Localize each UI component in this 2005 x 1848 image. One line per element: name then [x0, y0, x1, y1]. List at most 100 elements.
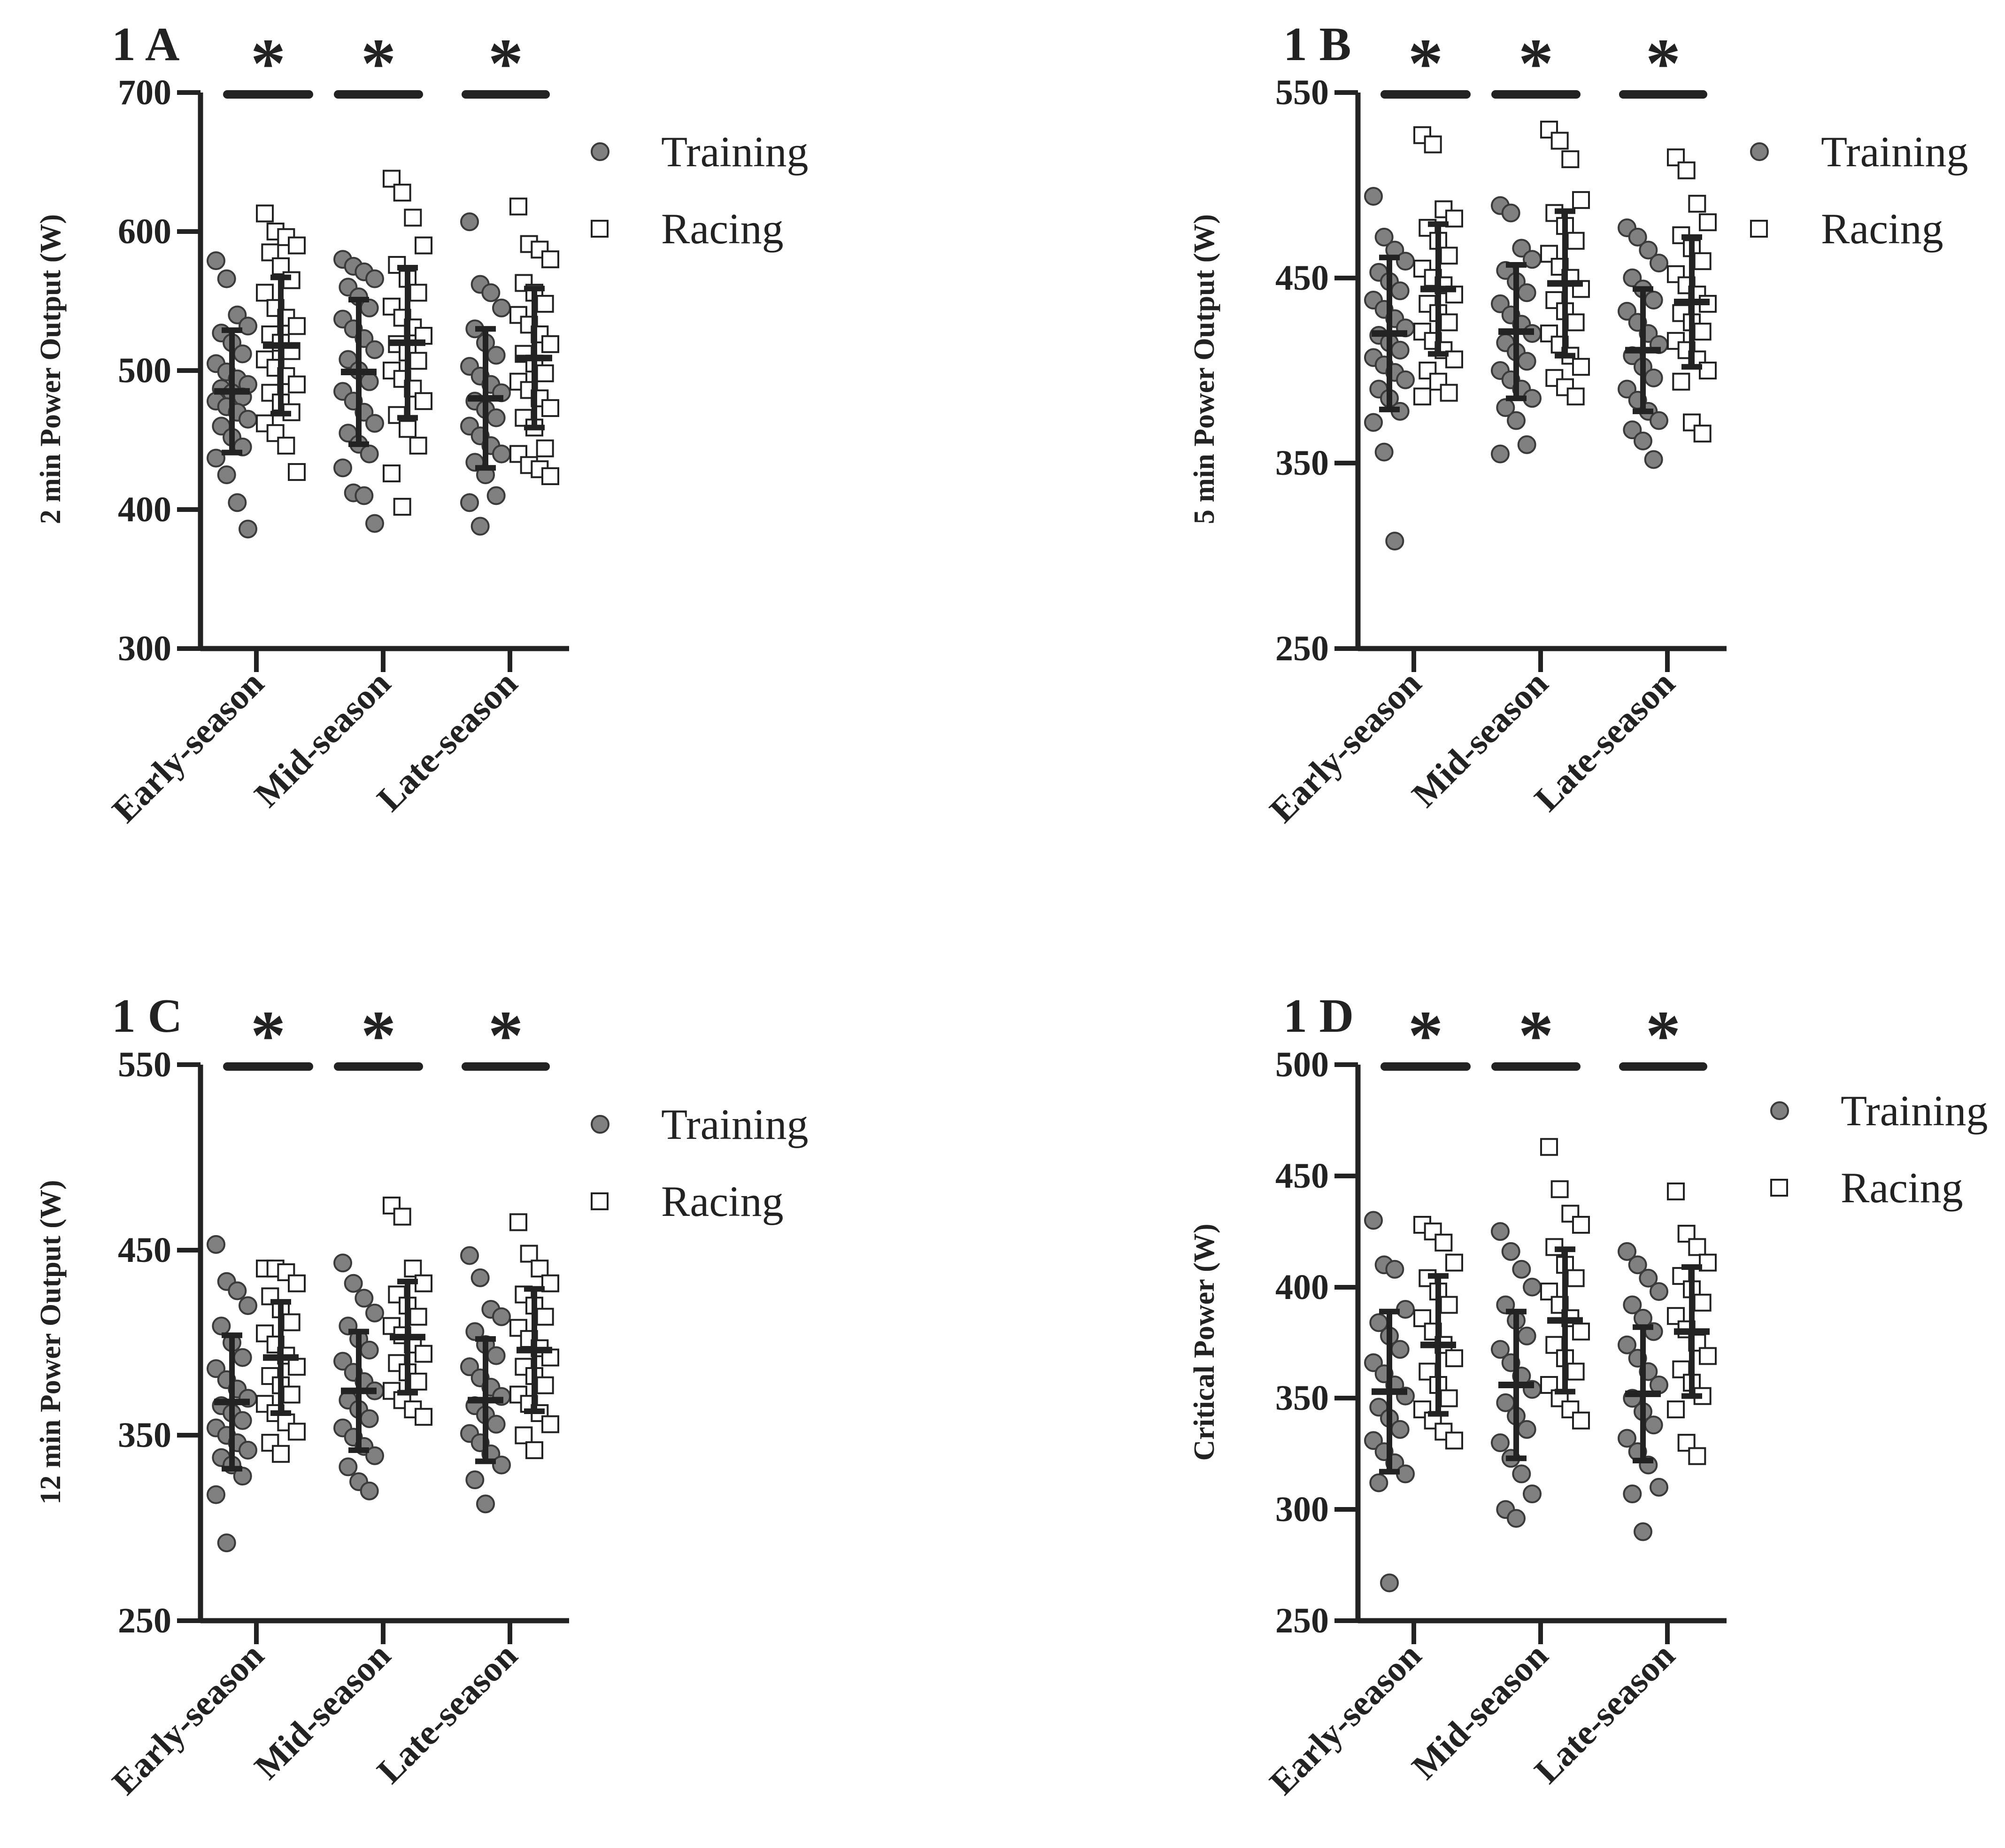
training-point	[217, 465, 236, 484]
significance-star: *	[251, 24, 286, 102]
racing-point	[409, 352, 427, 370]
racing-point	[1413, 387, 1431, 406]
data-series	[207, 170, 559, 539]
racing-point	[282, 1313, 301, 1331]
racing-point	[415, 236, 432, 255]
racing-point	[1434, 1233, 1453, 1252]
significance-star: *	[488, 24, 524, 102]
racing-point	[404, 1260, 422, 1278]
racing-point	[1445, 350, 1463, 369]
training-point	[1634, 1522, 1652, 1541]
racing-point	[1572, 1411, 1590, 1430]
training-point	[1618, 379, 1636, 399]
training-point	[1644, 291, 1663, 310]
racing-point	[1693, 252, 1712, 271]
training-point	[486, 346, 506, 365]
training-point	[239, 317, 257, 336]
training-point	[344, 1274, 363, 1293]
racing-point	[288, 375, 306, 394]
racing-point	[1566, 1269, 1585, 1287]
training-point	[365, 1446, 384, 1465]
training-point	[333, 1253, 352, 1273]
training-point	[470, 517, 490, 536]
training-point	[1628, 1255, 1647, 1275]
training-point	[1623, 1295, 1642, 1314]
x-tick-label: Early-season	[105, 664, 271, 830]
racing-point	[256, 204, 274, 223]
training-point	[492, 444, 511, 464]
racing-point	[1699, 213, 1717, 232]
legend: Training Racing	[1770, 1087, 1988, 1212]
racing-point	[1677, 161, 1696, 179]
racing-point	[1566, 313, 1585, 332]
training-point	[207, 251, 225, 271]
training-point	[460, 1357, 479, 1376]
legend-training-marker	[591, 1115, 609, 1134]
training-point	[1517, 435, 1536, 454]
racing-point	[383, 464, 401, 483]
training-point	[460, 212, 479, 232]
racing-point	[1550, 1180, 1569, 1198]
racing-point	[536, 364, 554, 382]
training-point	[228, 1281, 247, 1300]
training-point	[239, 1296, 257, 1315]
training-point	[1390, 1420, 1410, 1439]
training-point	[365, 340, 384, 359]
training-point	[1364, 413, 1383, 432]
legend-training-label: Training	[1821, 128, 1968, 176]
training-point	[333, 1352, 352, 1371]
training-point	[217, 269, 236, 288]
data-series	[1364, 120, 1717, 551]
panel-1c: 1 C 12 min Power Output (W) 250 350 450 …	[35, 990, 809, 1802]
training-point	[1364, 1211, 1383, 1230]
training-point	[486, 1415, 506, 1434]
significance-markers: * * *	[1380, 24, 1707, 102]
racing-point	[541, 1415, 559, 1433]
training-point	[239, 410, 257, 429]
training-point	[1512, 1260, 1531, 1279]
racing-point	[1540, 1138, 1558, 1156]
racing-point	[1572, 1322, 1590, 1341]
racing-point	[288, 1358, 306, 1376]
training-point	[1385, 532, 1404, 551]
training-point	[1491, 1222, 1510, 1241]
racing-point	[1667, 1400, 1685, 1419]
racing-point	[509, 1213, 527, 1231]
training-point	[1390, 281, 1410, 301]
racing-point	[393, 184, 411, 202]
racing-point	[288, 317, 306, 335]
racing-point	[541, 399, 559, 417]
training-point	[239, 519, 257, 539]
legend-training-marker	[591, 142, 609, 161]
racing-point	[1445, 1349, 1463, 1368]
data-series	[1364, 1138, 1717, 1593]
legend-racing-marker	[1770, 1179, 1788, 1197]
y-ticks: 250 300 350 400 450 500	[1275, 1045, 1358, 1640]
racing-point	[288, 236, 306, 255]
racing-point	[1693, 323, 1712, 341]
racing-point	[520, 1245, 538, 1263]
training-point	[1374, 227, 1394, 247]
training-point	[481, 283, 501, 302]
training-point	[486, 1346, 506, 1365]
training-point	[1650, 1282, 1668, 1301]
training-point	[212, 1316, 231, 1336]
y-tick-label: 500	[118, 351, 171, 390]
racing-point	[536, 294, 554, 313]
racing-point	[515, 1426, 533, 1445]
y-tick-label: 700	[118, 73, 171, 112]
training-point	[1364, 187, 1383, 206]
training-point	[1650, 411, 1668, 430]
training-point	[465, 1322, 485, 1341]
racing-point	[409, 1372, 427, 1391]
racing-point	[1440, 384, 1458, 402]
training-point	[1501, 1242, 1520, 1261]
training-point	[1618, 1242, 1636, 1261]
training-point	[1369, 1473, 1388, 1492]
racing-point	[399, 420, 416, 438]
racing-point	[536, 439, 554, 457]
training-point	[228, 493, 247, 512]
training-point	[486, 408, 506, 427]
training-point	[360, 1481, 379, 1500]
racing-point	[1424, 135, 1442, 154]
